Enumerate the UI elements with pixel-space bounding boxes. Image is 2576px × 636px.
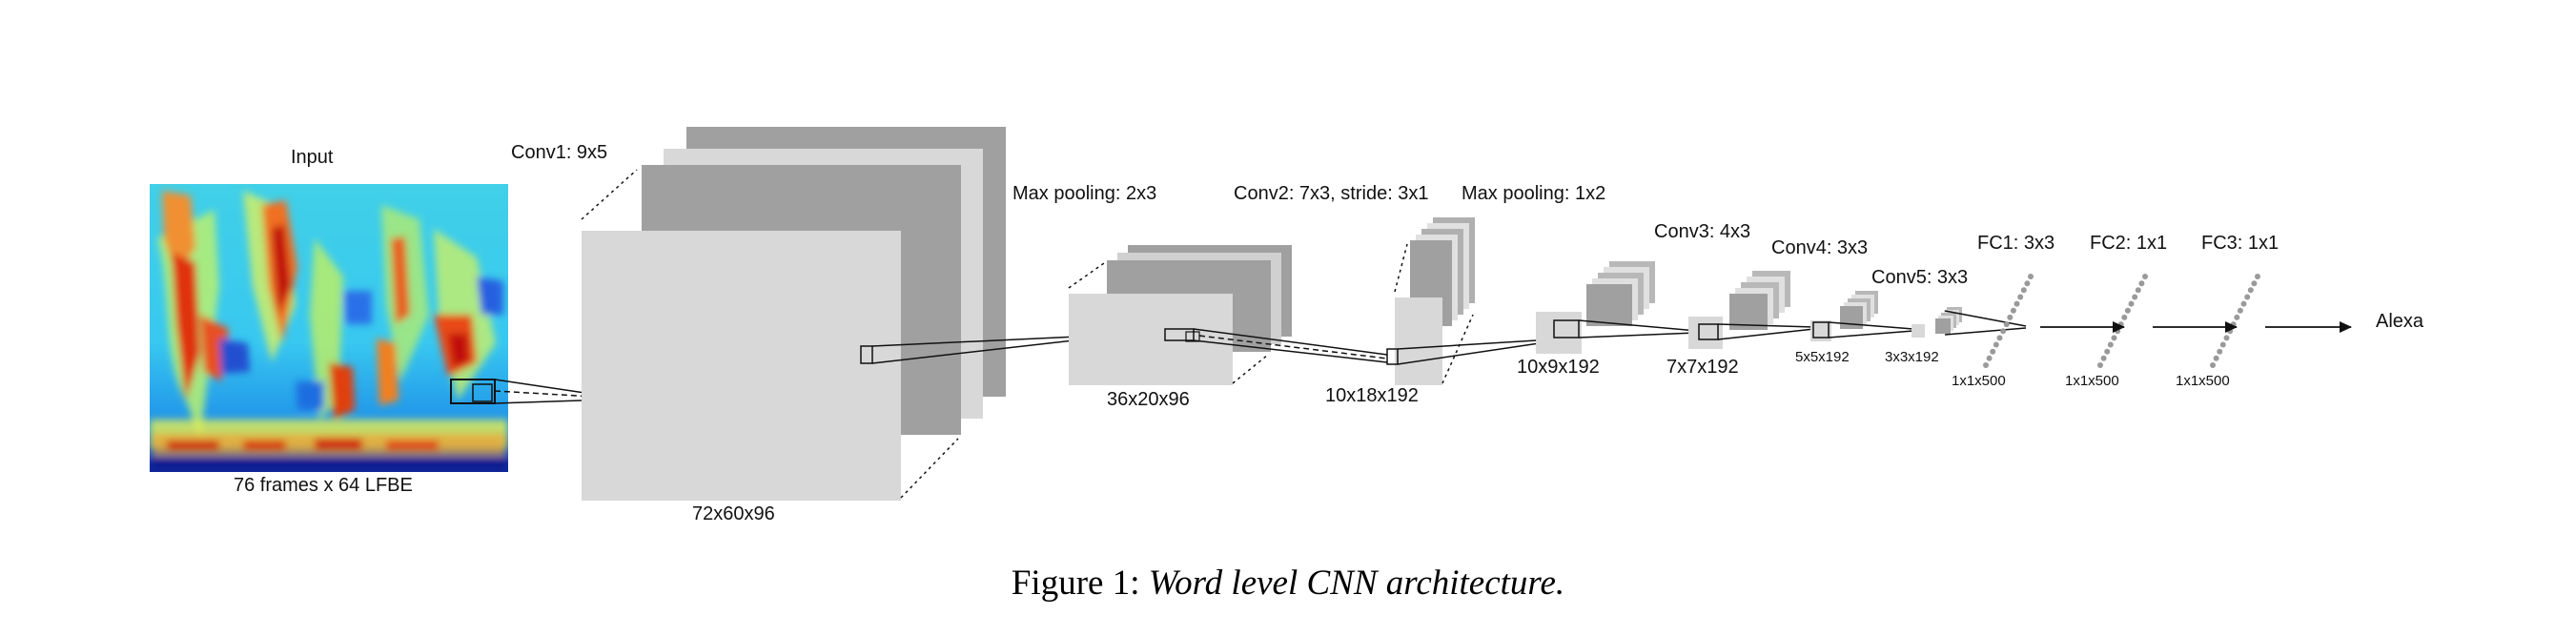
projection-pool2-conv3 — [1578, 319, 1698, 339]
neuron-dot — [2007, 314, 2014, 320]
neuron-dot — [2244, 294, 2251, 300]
conv2-volume — [1386, 217, 1475, 385]
figure-caption: Figure 1: Word level CNN architecture. — [0, 563, 2576, 604]
neuron-dot — [2217, 348, 2223, 355]
projection-pool1-conv2 — [1193, 328, 1388, 363]
pool2-volume — [1536, 261, 1655, 354]
neuron-dot — [2128, 300, 2135, 307]
neuron-dot — [2014, 300, 2020, 307]
neuron-dot — [2024, 280, 2031, 287]
figure-caption-text: Word level CNN architecture. — [1148, 564, 1565, 603]
neuron-dot — [2111, 335, 2117, 341]
neuron-dot — [2017, 294, 2024, 300]
conv4-label: Conv4: 3x3 — [1771, 237, 1869, 258]
projection-conv4-conv5 — [1828, 321, 1914, 339]
maxpool1-shape: 36x20x96 — [1107, 389, 1190, 410]
conv1-shape: 72x60x96 — [692, 503, 775, 524]
conv2-label: Conv2: 7x3, stride: 3x1 — [1234, 183, 1429, 204]
neuron-dot — [2020, 287, 2027, 294]
neuron-dot — [2124, 307, 2131, 314]
neuron-dot — [2247, 287, 2254, 294]
fc1-shape: 1x1x500 — [1952, 373, 2006, 389]
figure-caption-prefix: Figure 1: — [1011, 564, 1140, 603]
neuron-dot — [1996, 335, 2003, 341]
neuron-dot — [1986, 355, 1993, 361]
neuron-dot — [2100, 355, 2107, 361]
conv3-shape: 7x7x192 — [1666, 357, 1739, 378]
neuron-dot — [2237, 307, 2243, 314]
projection-conv1-pool1 — [871, 335, 1100, 364]
projection-conv3-conv4 — [1717, 323, 1815, 340]
neuron-dot — [1990, 348, 1996, 355]
conv5-label: Conv5: 3x3 — [1871, 267, 1969, 288]
fc2-label: FC2: 1x1 — [2090, 233, 2168, 254]
neuron-dot — [2115, 328, 2121, 335]
fc-neuron-columns — [1983, 274, 2260, 368]
neuron-dot — [2132, 294, 2138, 300]
fc3-label: FC3: 1x1 — [2201, 233, 2280, 254]
neuron-dot — [2097, 362, 2103, 368]
pool1-volume — [1068, 245, 1292, 385]
neuron-dot — [2251, 280, 2258, 287]
input-caption: 76 frames x 64 LFBE — [234, 475, 413, 496]
conv3-volume — [1688, 271, 1790, 349]
conv4-shape: 5x5x192 — [1795, 349, 1850, 365]
conv5-shape: 3x3x192 — [1885, 349, 1939, 365]
conv3-label: Conv3: 4x3 — [1654, 221, 1751, 242]
fc1-label: FC1: 3x3 — [1977, 233, 2055, 254]
fc3-shape: 1x1x500 — [2176, 373, 2230, 389]
neuron-dot — [2255, 274, 2260, 279]
neuron-dot — [2213, 355, 2219, 361]
neuron-dot — [2010, 307, 2016, 314]
conv5-volume — [1912, 307, 1962, 338]
neuron-dot — [2227, 328, 2234, 335]
maxpool2-shape: 10x9x192 — [1517, 357, 1600, 378]
output-label: Alexa — [2376, 311, 2424, 332]
neuron-dot — [2003, 321, 2010, 328]
projection-conv2-pool2 — [1397, 339, 1553, 365]
neuron-dot — [2107, 341, 2114, 348]
neuron-dot — [2000, 328, 2007, 335]
projection-conv5-fc1 — [1944, 310, 2027, 336]
fc3-neurons — [2210, 274, 2260, 368]
conv1-label: Conv1: 9x5 — [511, 142, 608, 163]
maxpool1-label: Max pooling: 2x3 — [1012, 183, 1157, 204]
neuron-dot — [2104, 348, 2111, 355]
neuron-dot — [2210, 362, 2216, 368]
neuron-dot — [2028, 274, 2034, 279]
input-title: Input — [291, 147, 334, 168]
maxpool2-label: Max pooling: 1x2 — [1462, 183, 1606, 204]
neuron-dot — [2121, 314, 2128, 320]
neuron-dot — [2142, 274, 2148, 279]
neuron-dot — [2135, 287, 2141, 294]
neuron-dot — [2234, 314, 2240, 320]
fc2-neurons — [2097, 274, 2148, 368]
neuron-dot — [2240, 300, 2247, 307]
conv1-volume — [581, 127, 1006, 501]
input-spectrogram — [150, 184, 508, 472]
neuron-dot — [1993, 341, 1999, 348]
neuron-dot — [2223, 335, 2230, 341]
fc1-neurons — [1983, 274, 2034, 368]
conv2-shape: 10x18x192 — [1325, 385, 1419, 406]
neuron-dot — [2219, 341, 2226, 348]
neuron-dot — [1983, 362, 1989, 368]
neuron-dot — [2138, 280, 2145, 287]
fc2-shape: 1x1x500 — [2065, 373, 2119, 389]
